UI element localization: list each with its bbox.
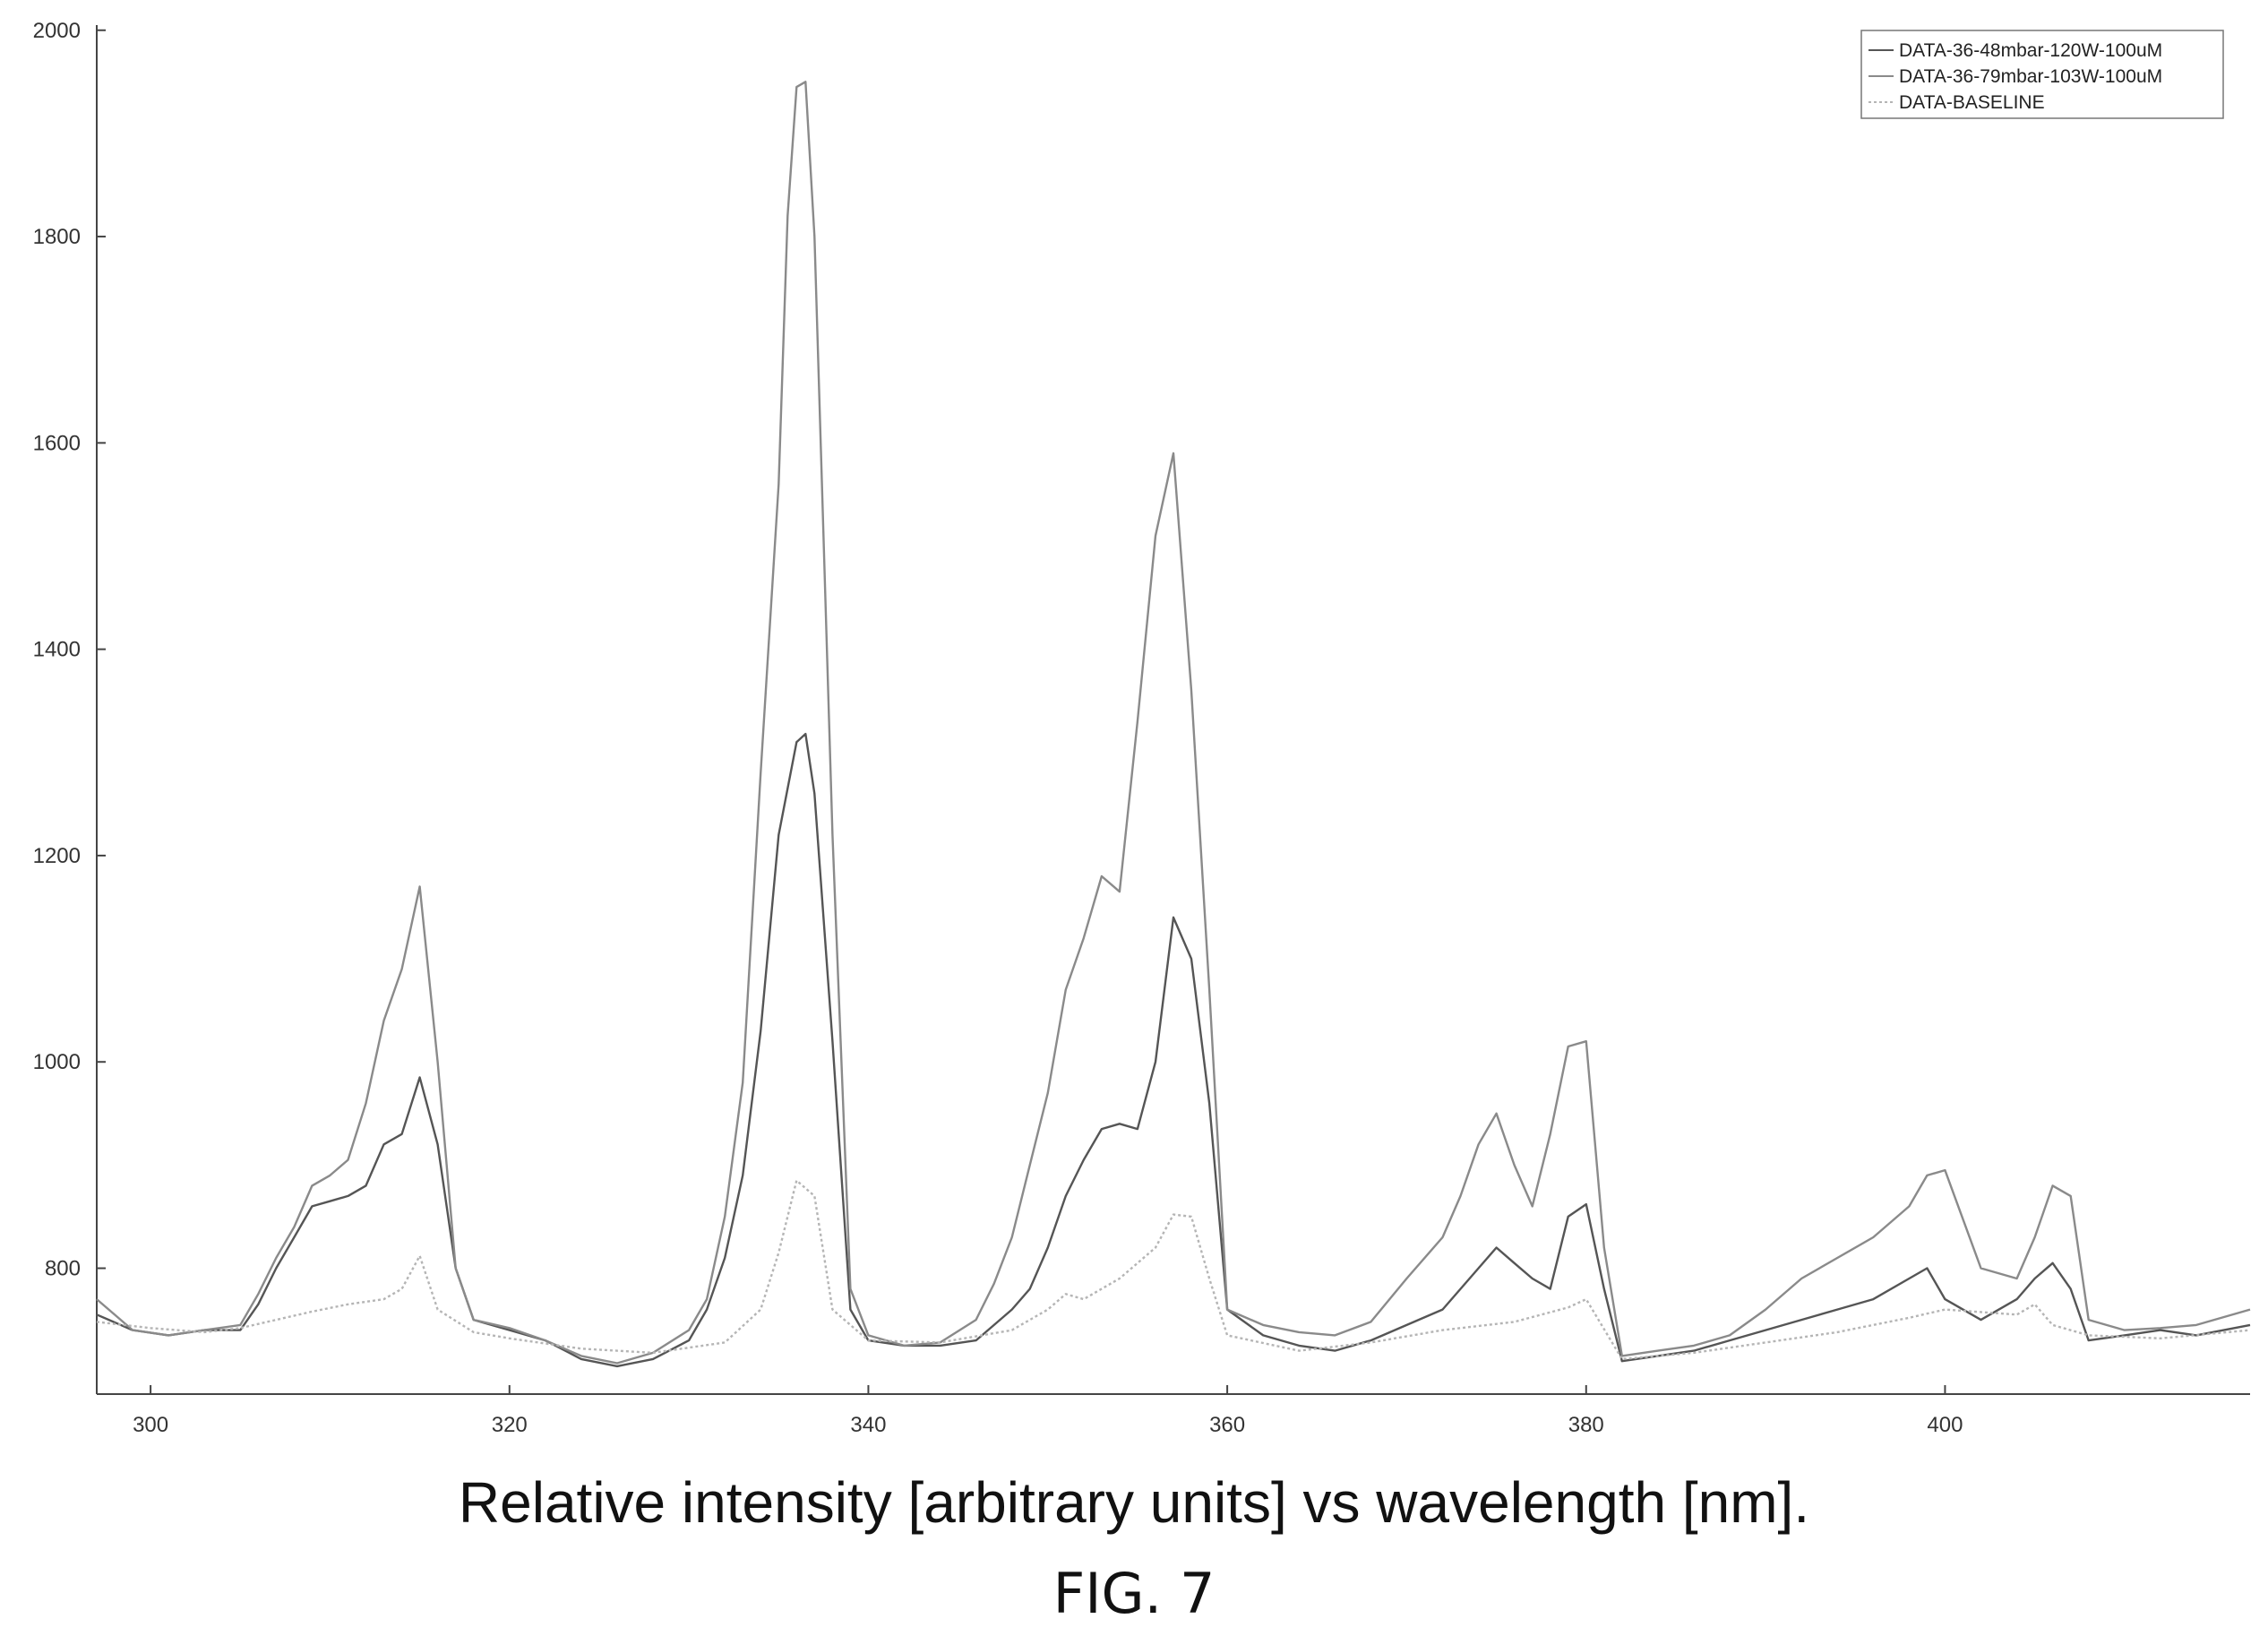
- chart-caption: Relative intensity [arbitrary units] vs …: [458, 1470, 1810, 1535]
- x-axis-ticks: 300 320 340 360 380 400: [133, 1385, 1963, 1437]
- x-tick-label: 360: [1209, 1413, 1245, 1437]
- series-line-2: [96, 81, 2251, 1365]
- y-tick-label: 1600: [33, 431, 81, 455]
- y-tick-label: 2000: [33, 19, 81, 43]
- y-axis-ticks: 800 1000 1200 1400 1600 1800 2000: [33, 19, 106, 1281]
- y-tick-label: 1000: [33, 1050, 81, 1074]
- x-tick-label: 340: [850, 1413, 886, 1437]
- legend: DATA-36-48mbar-120W-100uM DATA-36-79mbar-…: [1860, 30, 2224, 119]
- y-tick-label: 1200: [33, 844, 81, 868]
- figure-label: FIG. 7: [1052, 1561, 1216, 1626]
- legend-box: [1860, 30, 2224, 119]
- x-tick-label: 300: [133, 1413, 168, 1437]
- legend-label: DATA-36-48mbar-120W-100uM: [1899, 40, 2162, 61]
- y-tick-label: 1800: [33, 225, 81, 249]
- series-layer: [96, 81, 2251, 1368]
- x-tick-label: 400: [1927, 1413, 1963, 1437]
- y-tick-label: 1400: [33, 638, 81, 662]
- legend-label: DATA-BASELINE: [1899, 92, 2045, 113]
- x-tick-label: 380: [1568, 1413, 1604, 1437]
- y-tick-label: 800: [45, 1257, 81, 1281]
- legend-label: DATA-36-79mbar-103W-100uM: [1899, 66, 2162, 87]
- series-line-1: [96, 732, 2251, 1368]
- series-line-3: [96, 1179, 2251, 1361]
- plot-frame: [96, 25, 2250, 1395]
- x-tick-label: 320: [492, 1413, 528, 1437]
